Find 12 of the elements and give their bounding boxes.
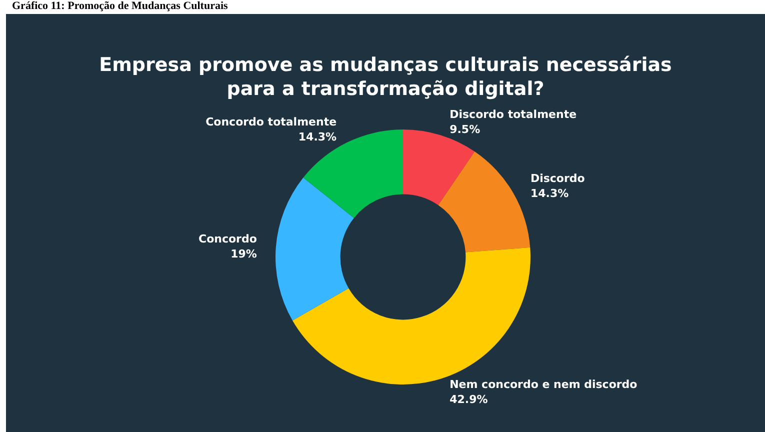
slice-label: Concordo totalmente <box>206 116 337 129</box>
data-label: 9.5% <box>450 122 480 136</box>
text: Gráfico 11: Promoção de Mudanças Culturais <box>12 0 228 13</box>
slice-label: Nem concordo e nem discordo <box>450 378 638 392</box>
data-label: 14.3% <box>530 187 569 200</box>
data-label: 42.9% <box>450 393 488 406</box>
chart-title: Empresa promove as mudanças culturais necessárias para a transformação digital? <box>99 54 672 100</box>
data-label: 19% <box>230 247 257 260</box>
data-label: 14.3% <box>298 130 337 144</box>
slice-label: Discordo totalmente <box>450 108 577 121</box>
slice-label: Discordo <box>530 172 586 186</box>
slice-label: Concordo <box>198 232 258 246</box>
